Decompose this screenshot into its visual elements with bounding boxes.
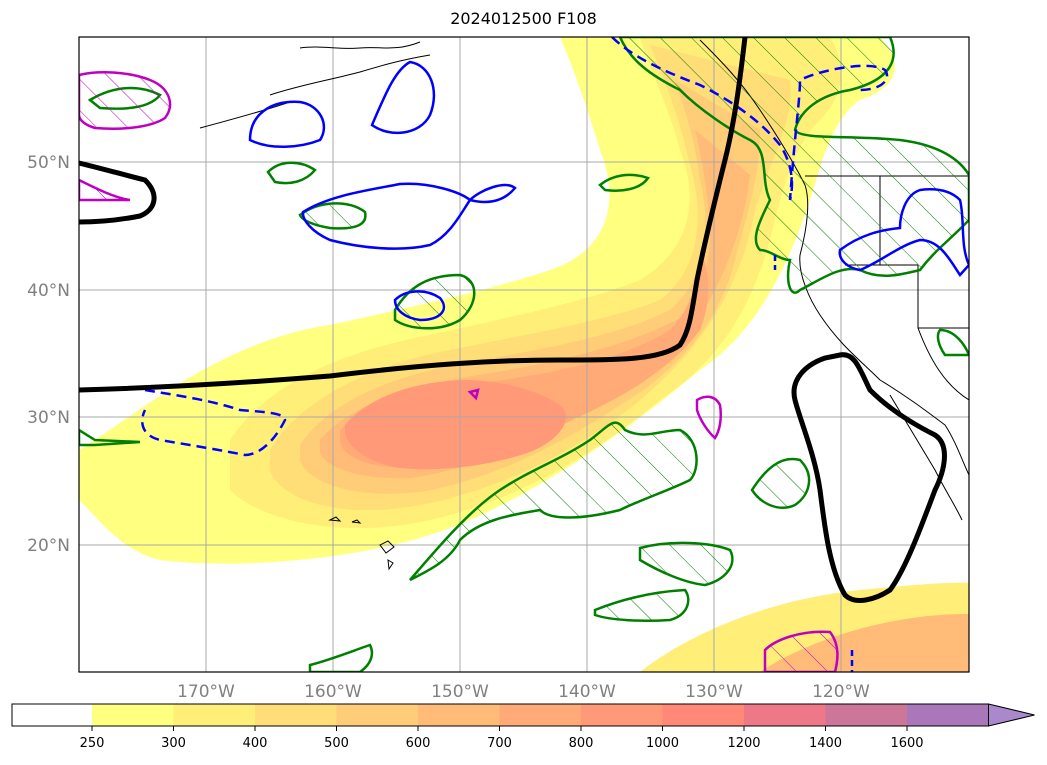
colorbar-tick-label: 600 xyxy=(406,736,431,751)
blue-contours xyxy=(141,37,969,672)
magenta-region-east xyxy=(695,395,723,440)
thick-contour-ar xyxy=(79,37,748,393)
blue-region-alaska-2 xyxy=(370,60,436,135)
thick-contour-east xyxy=(791,352,947,603)
colorbar-tick-label: 1200 xyxy=(727,736,760,751)
blue-region-mid-2 xyxy=(393,290,446,322)
green-region-west xyxy=(298,202,367,230)
map-title: 2024012500 F108 xyxy=(450,9,597,28)
colorbar-tick-label: 250 xyxy=(80,736,105,751)
green-region-small-mid xyxy=(598,173,650,192)
alaska-coast xyxy=(199,41,431,129)
colorbar-tick-label: 1000 xyxy=(646,736,679,751)
green-region-southwest-small xyxy=(308,643,374,672)
lat-label-50: 50°N xyxy=(27,153,70,173)
colorbar-tick-label: 500 xyxy=(324,736,349,751)
ivt-800-band xyxy=(345,380,566,470)
colorbar-segment xyxy=(907,704,989,726)
colorbar-segment xyxy=(825,704,908,726)
green-region-mid xyxy=(393,273,476,330)
lat-label-20: 20°N xyxy=(27,536,70,556)
ivt-shading xyxy=(79,37,969,672)
latitude-labels: 50°N 40°N 30°N 20°N xyxy=(27,153,70,556)
colorbar-outline xyxy=(11,703,989,727)
colorbar-segment xyxy=(173,704,256,726)
blue-region-alaska-1 xyxy=(248,100,326,148)
colorbar-ticks: 250 300 400 500 600 700 800 1000 1200 1400 1600 xyxy=(80,726,924,751)
lon-label-140w: 140°W xyxy=(558,682,616,702)
colorbar-tick-label: 700 xyxy=(487,736,512,751)
lat-label-30: 30°N xyxy=(27,408,70,428)
blue-region-mid-1 xyxy=(301,182,517,250)
green-region-small-north xyxy=(266,161,317,185)
colorbar-extend-arrow xyxy=(988,703,1035,727)
green-region-small-left xyxy=(79,428,141,447)
lat-label-40: 40°N xyxy=(27,281,70,301)
colorbar-under-segment xyxy=(12,704,92,726)
lon-label-160w: 160°W xyxy=(304,682,362,702)
map-frame xyxy=(78,36,970,673)
colorbar-tick-label: 300 xyxy=(161,736,186,751)
green-region-tropical xyxy=(409,421,698,582)
map-content xyxy=(79,37,969,672)
blue-region-east xyxy=(838,188,969,278)
green-region-baja xyxy=(936,328,969,357)
lon-label-150w: 150°W xyxy=(431,682,489,702)
colorbar-segment xyxy=(418,704,500,726)
longitude-labels: 170°W 160°W 150°W 140°W 130°W 120°W xyxy=(177,682,870,702)
green-region-east xyxy=(750,457,811,509)
colorbar-segment xyxy=(744,704,826,726)
lon-label-170w: 170°W xyxy=(177,682,235,702)
green-region-south xyxy=(593,588,690,623)
colorbar-tick-label: 1600 xyxy=(890,736,923,751)
blue-region-northeast-dashed xyxy=(611,37,889,201)
colorbar-segments xyxy=(11,703,1035,727)
magenta-region-northwest xyxy=(79,71,172,130)
hawaii-islands xyxy=(328,516,395,571)
magenta-region-west-small xyxy=(79,178,131,202)
magenta-region-tiny xyxy=(467,388,480,401)
colorbar-segment xyxy=(499,704,582,726)
colorbar: 250 300 400 500 600 700 800 1000 1200 1400 1600 xyxy=(11,703,1035,751)
colorbar-tick-label: 400 xyxy=(243,736,268,751)
thick-contour-west xyxy=(79,160,157,225)
colorbar-segment xyxy=(662,704,745,726)
magenta-contours xyxy=(79,71,839,672)
thick-contours xyxy=(79,37,947,603)
magenta-region-southeast xyxy=(763,630,839,672)
colorbar-tick-label: 1400 xyxy=(809,736,842,751)
green-region-southeast xyxy=(638,541,734,587)
lon-label-120w: 120°W xyxy=(812,682,870,702)
colorbar-tick-label: 800 xyxy=(569,736,594,751)
colorbar-segment xyxy=(255,704,337,726)
colorbar-segment xyxy=(92,704,174,726)
green-contours xyxy=(79,37,969,672)
colorbar-segment xyxy=(581,704,663,726)
colorbar-segment xyxy=(336,704,419,726)
lon-label-130w: 130°W xyxy=(685,682,743,702)
